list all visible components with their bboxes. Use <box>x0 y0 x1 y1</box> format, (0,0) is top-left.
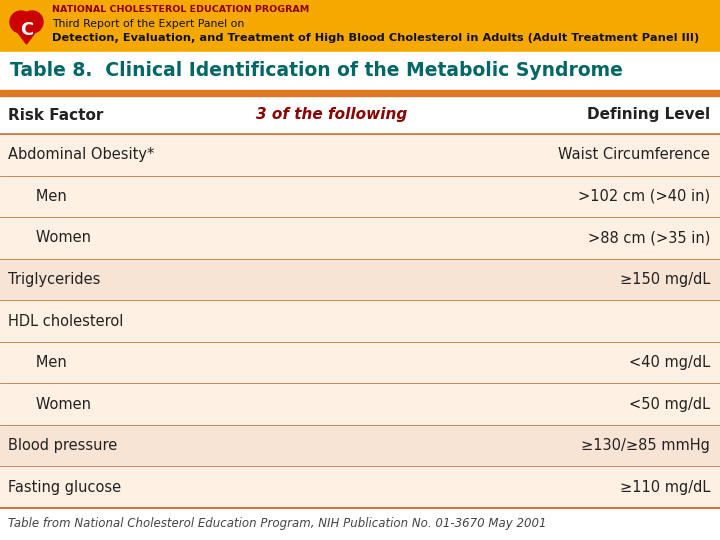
Bar <box>0 0 720 52</box>
Text: Table 8.  Clinical Identification of the Metabolic Syndrome: Table 8. Clinical Identification of the … <box>10 62 623 80</box>
Bar <box>0 383 720 425</box>
Bar <box>0 134 720 176</box>
Text: Blood pressure: Blood pressure <box>8 438 117 453</box>
Bar <box>0 96 720 134</box>
Text: Abdominal Obesity*: Abdominal Obesity* <box>8 147 154 163</box>
Text: Table from National Cholesterol Education Program, NIH Publication No. 01-3670 M: Table from National Cholesterol Educatio… <box>8 517 546 530</box>
Polygon shape <box>10 22 43 44</box>
Text: >102 cm (>40 in): >102 cm (>40 in) <box>578 189 710 204</box>
Text: Waist Circumference: Waist Circumference <box>558 147 710 163</box>
Bar <box>0 90 720 96</box>
Text: ≥110 mg/dL: ≥110 mg/dL <box>620 480 710 495</box>
Text: >88 cm (>35 in): >88 cm (>35 in) <box>588 231 710 245</box>
Text: 3 of the following: 3 of the following <box>256 107 407 123</box>
Text: HDL cholesterol: HDL cholesterol <box>8 314 123 328</box>
Bar <box>0 467 720 508</box>
Text: Men: Men <box>22 189 67 204</box>
Text: Triglycerides: Triglycerides <box>8 272 100 287</box>
Bar <box>0 425 720 467</box>
Text: Defining Level: Defining Level <box>587 107 710 123</box>
Text: <40 mg/dL: <40 mg/dL <box>629 355 710 370</box>
Text: ≥150 mg/dL: ≥150 mg/dL <box>620 272 710 287</box>
Circle shape <box>21 11 43 33</box>
Bar <box>0 217 720 259</box>
Text: Women: Women <box>22 231 91 245</box>
Text: <50 mg/dL: <50 mg/dL <box>629 396 710 411</box>
Text: Detection, Evaluation, and Treatment of High Blood Cholesterol in Adults (Adult : Detection, Evaluation, and Treatment of … <box>52 33 699 43</box>
Bar <box>0 52 720 90</box>
Text: Fasting glucose: Fasting glucose <box>8 480 121 495</box>
Text: Men: Men <box>22 355 67 370</box>
Text: ≥130/≥85 mmHg: ≥130/≥85 mmHg <box>581 438 710 453</box>
Text: C: C <box>20 21 33 39</box>
Text: Risk Factor: Risk Factor <box>8 107 104 123</box>
Bar <box>0 259 720 300</box>
Bar <box>0 300 720 342</box>
Bar <box>0 176 720 217</box>
Text: Third Report of the Expert Panel on: Third Report of the Expert Panel on <box>52 19 244 29</box>
Text: NATIONAL CHOLESTEROL EDUCATION PROGRAM: NATIONAL CHOLESTEROL EDUCATION PROGRAM <box>52 5 310 15</box>
Circle shape <box>10 11 32 33</box>
Bar <box>0 342 720 383</box>
Text: Women: Women <box>22 396 91 411</box>
